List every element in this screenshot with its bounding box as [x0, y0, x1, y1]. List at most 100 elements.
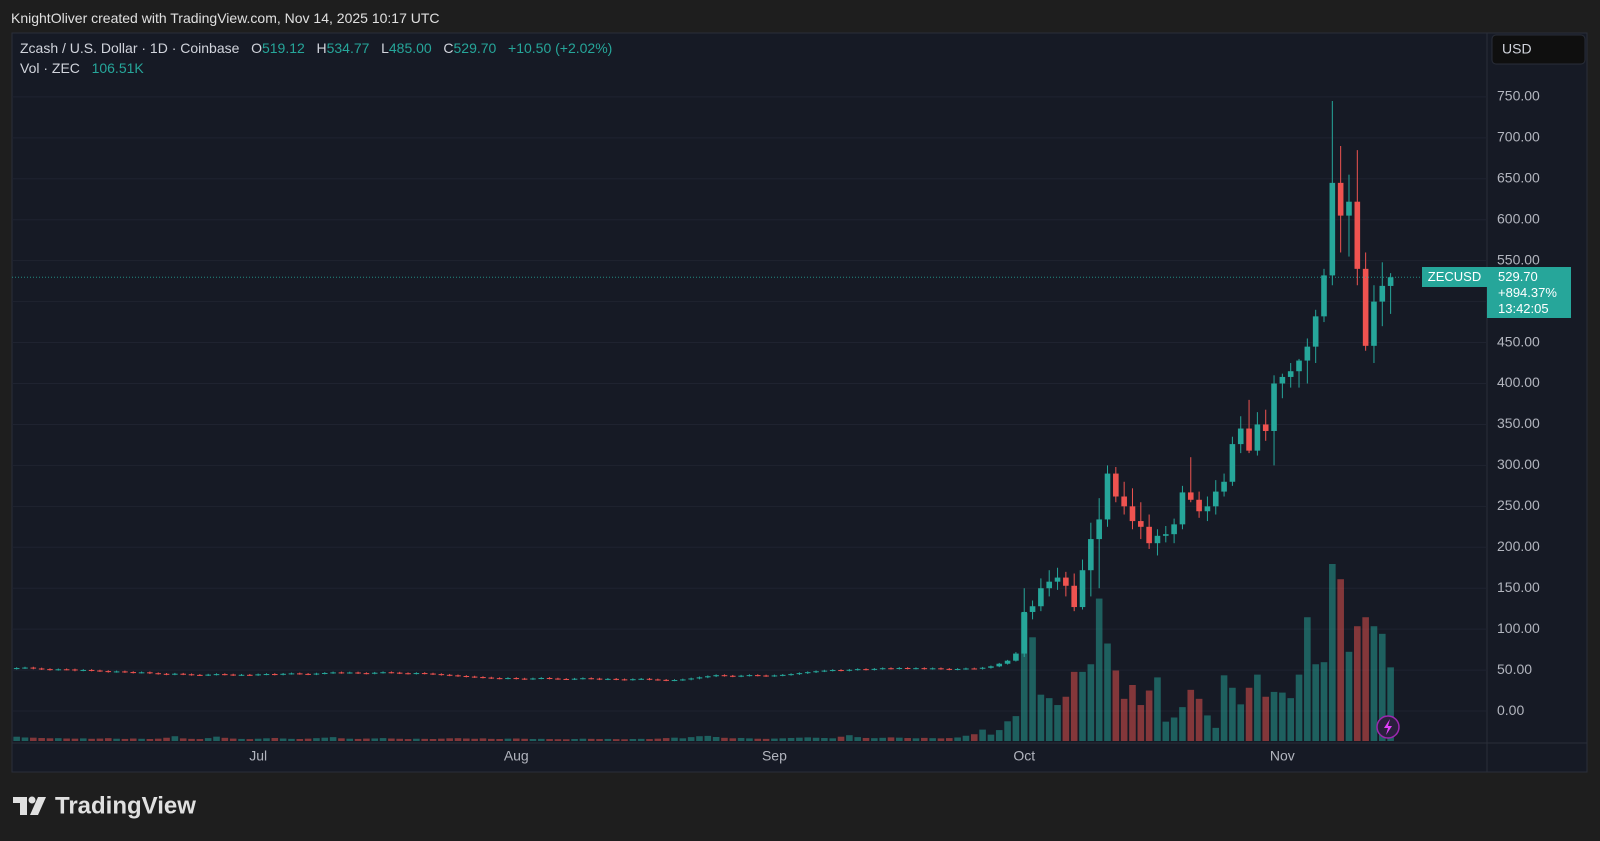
countdown: 13:42:05 [1498, 301, 1549, 317]
volume-bar [904, 738, 911, 741]
candle-body [80, 669, 87, 671]
volume-bar [1262, 696, 1270, 741]
volume-bar [937, 738, 945, 741]
candle-body [729, 675, 736, 677]
volume-bar [712, 736, 720, 741]
volume-bar [504, 738, 512, 741]
volume-bar [995, 730, 1003, 741]
candle-body [1246, 428, 1252, 451]
volume-bar [388, 738, 395, 741]
volume-bar [146, 738, 154, 741]
candle-body [1387, 277, 1394, 286]
axes: 0.00 50.00 100.00 150.00 200.00 250.00 300.00 3… [249, 88, 1540, 764]
candle-body [580, 678, 586, 680]
volume-bar [1304, 617, 1311, 741]
candle-body [988, 666, 994, 668]
candle-body [305, 673, 311, 675]
candle-body [172, 673, 178, 675]
candle-body [1329, 182, 1336, 276]
candle-body [22, 667, 28, 669]
volume-bar [1020, 613, 1028, 741]
volume-bar [379, 738, 387, 741]
ohlc-key: L [381, 40, 389, 56]
x-tick-label: Jul [249, 748, 267, 764]
candle-body [929, 668, 936, 670]
assistant-bolt [1384, 719, 1392, 735]
volume-bar [1062, 696, 1070, 741]
volume-bar [13, 736, 20, 741]
candle-body [1038, 588, 1044, 607]
candle-body [1337, 182, 1344, 216]
candle-body [272, 674, 278, 676]
volume-bar [1070, 671, 1078, 741]
candle-body [72, 669, 78, 671]
candle-body [105, 671, 112, 673]
volume-bar [1287, 698, 1294, 741]
volume-bar [1237, 704, 1245, 741]
volume-bar [804, 737, 812, 741]
volume-bar [787, 737, 795, 741]
candle-body [904, 667, 911, 669]
volume-bar [404, 739, 412, 741]
volume-bar [945, 738, 953, 741]
candle-body [1321, 275, 1327, 317]
candle-body [1346, 201, 1352, 216]
volume-bar [1387, 667, 1394, 741]
candle-body [546, 677, 553, 679]
candle-body [1271, 383, 1277, 431]
y-tick-label: 0.00 [1497, 702, 1524, 718]
candle-body [813, 671, 819, 673]
volume-bar [554, 739, 562, 741]
volume-bar [104, 738, 112, 741]
candle-body [421, 673, 428, 675]
candle-body [971, 668, 978, 670]
attribution: KnightOliver created with TradingView.co… [11, 10, 440, 26]
volume-bar [1337, 579, 1344, 741]
candle-body [571, 678, 578, 680]
candle-body [779, 674, 786, 676]
volume-bar [521, 738, 528, 741]
volume-bar [829, 738, 837, 741]
volume-bar [1170, 717, 1178, 741]
candle-body [555, 678, 561, 680]
x-tick-label: Oct [1013, 748, 1035, 764]
candle-body [721, 675, 728, 677]
candle-body [671, 680, 678, 682]
y-tick-label: 300.00 [1497, 456, 1540, 472]
volume-bar [729, 738, 737, 741]
last-price: 529.70 [1498, 269, 1538, 285]
currency-box[interactable] [1491, 34, 1586, 65]
candle-body [38, 668, 45, 670]
candle-body [396, 672, 403, 674]
y-tick-label: 600.00 [1497, 210, 1540, 226]
candle-body [1179, 492, 1186, 525]
candle-body [1138, 521, 1144, 527]
volume-bar [71, 738, 79, 741]
volume-bar [604, 738, 612, 741]
candle-body [488, 677, 495, 679]
chart-frame [11, 32, 1588, 773]
volume-bar [88, 738, 95, 741]
candle-body [446, 674, 453, 676]
candle-body [696, 677, 703, 679]
candle-body [97, 670, 103, 672]
candle-body [1021, 611, 1028, 654]
candle-body [1171, 524, 1177, 535]
candle-body [371, 672, 378, 674]
candle-body [380, 672, 386, 674]
volume-bar [1354, 626, 1361, 741]
candle-body [1221, 481, 1227, 492]
volume-bar [221, 737, 229, 741]
volume-bar [796, 737, 803, 741]
candle-body [788, 674, 794, 676]
volume-bar [1154, 677, 1161, 741]
volume-bar [438, 738, 445, 741]
volume-bar [929, 738, 936, 741]
volume-bar [1229, 687, 1236, 741]
candle-body [621, 679, 628, 681]
currency: USD [1502, 41, 1532, 57]
y-tick-label: 150.00 [1497, 579, 1540, 595]
volume-bar [562, 739, 570, 741]
volume-bar [1212, 727, 1220, 741]
candle-body [122, 671, 128, 673]
